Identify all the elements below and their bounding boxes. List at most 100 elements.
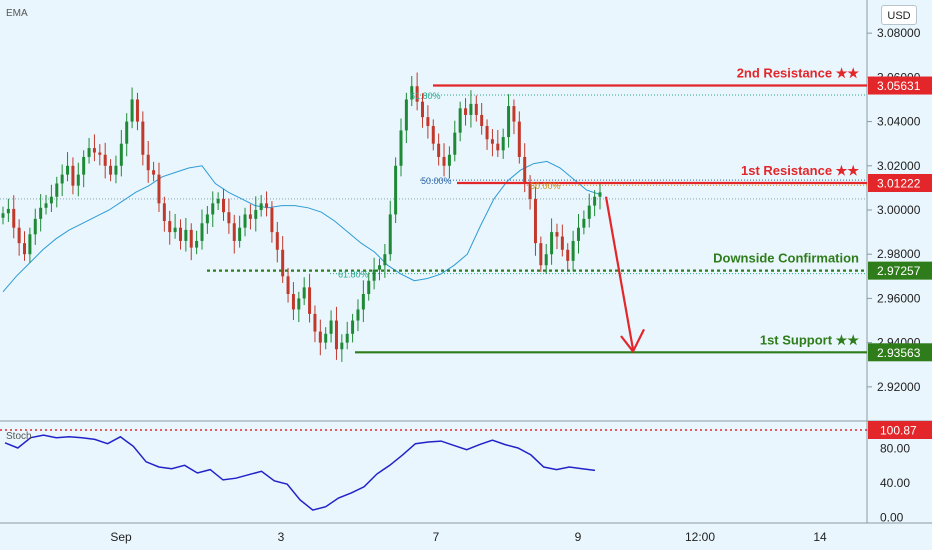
candle-body xyxy=(415,86,419,102)
candle-body xyxy=(49,196,53,204)
projection-arrowhead xyxy=(620,328,645,354)
candle-body xyxy=(281,249,285,277)
candle-body xyxy=(28,234,32,255)
candle-body xyxy=(372,269,376,281)
candle-body xyxy=(135,99,139,122)
level-price-text: 3.05631 xyxy=(877,79,921,93)
candle-body xyxy=(119,143,123,166)
candle-body xyxy=(313,313,317,332)
candle-body xyxy=(275,232,279,250)
level-label: 2nd Resistance ★★ xyxy=(737,66,860,81)
candle-body xyxy=(254,210,258,219)
price-tick-label: 2.92000 xyxy=(877,380,921,394)
candle-body xyxy=(367,280,371,294)
candle-body xyxy=(361,294,365,310)
price-tick-label: 2.96000 xyxy=(877,291,921,305)
fib-label: 61.80% xyxy=(338,270,369,280)
candle-body xyxy=(270,207,274,233)
candle-body xyxy=(496,143,500,151)
candle-body xyxy=(437,143,441,157)
level-label: Downside Confirmation xyxy=(713,251,859,266)
stoch-line xyxy=(4,434,596,511)
stoch-pane xyxy=(0,421,867,523)
fib-label: 61.80% xyxy=(410,91,441,101)
candle-body xyxy=(582,218,586,228)
candle-body xyxy=(23,243,27,255)
time-tick-label: 7 xyxy=(433,530,440,544)
candle-body xyxy=(474,103,478,115)
candle-body xyxy=(340,342,344,350)
candle-body xyxy=(114,165,118,175)
candle-body xyxy=(464,108,468,115)
candle-body xyxy=(377,265,381,270)
candle-body xyxy=(388,214,392,255)
candle-body xyxy=(265,203,269,208)
candle-body xyxy=(507,106,511,138)
candle-body xyxy=(162,203,166,222)
candle-body xyxy=(426,117,430,126)
price-pane xyxy=(0,0,867,420)
candle-body xyxy=(356,309,360,321)
candle-body xyxy=(39,207,43,219)
candle-body xyxy=(324,333,328,343)
candle-body xyxy=(205,214,209,224)
candle-body xyxy=(469,103,473,115)
candle-body xyxy=(125,121,129,144)
candle-body xyxy=(566,249,570,261)
candle-body xyxy=(442,156,446,166)
candle-body xyxy=(184,229,188,241)
candle-body xyxy=(66,165,70,175)
candle-body xyxy=(146,154,150,171)
candle-body xyxy=(560,236,564,250)
candle-body xyxy=(308,287,312,314)
time-tick-label: 9 xyxy=(575,530,582,544)
level-label: 1st Support ★★ xyxy=(760,332,859,347)
candle-body xyxy=(6,208,10,214)
candle-body xyxy=(98,152,102,155)
ema-line xyxy=(2,160,601,293)
candle-body xyxy=(216,198,220,204)
candle-body xyxy=(178,227,182,241)
candle-body xyxy=(248,214,252,219)
stoch-indicator-label[interactable]: Stoch xyxy=(6,431,32,442)
candle-body xyxy=(76,174,80,186)
candle-body xyxy=(189,229,193,248)
fib-label: 50.00% xyxy=(421,176,452,186)
price-tick-label: 3.00000 xyxy=(877,203,921,217)
candle-body xyxy=(291,294,295,310)
time-tick-label: 3 xyxy=(278,530,285,544)
candle-body xyxy=(480,114,484,126)
candle-body xyxy=(528,183,532,199)
stoch-tick-label: 0.00 xyxy=(880,511,904,525)
ema-indicator-label[interactable]: EMA xyxy=(6,8,28,19)
candle-body xyxy=(103,154,107,166)
candle-body xyxy=(329,320,333,334)
candle-body xyxy=(490,139,494,144)
candle-body xyxy=(399,130,403,166)
candle-body xyxy=(130,99,134,122)
candle-body xyxy=(211,203,215,215)
price-tick-label: 3.08000 xyxy=(877,26,921,40)
candle-body xyxy=(555,232,559,237)
candle-body xyxy=(517,121,521,157)
projection-arrow xyxy=(604,196,635,350)
time-tick-label: 14 xyxy=(813,530,827,544)
candle-body xyxy=(351,320,355,334)
candle-body xyxy=(544,254,548,266)
candle-body xyxy=(238,227,242,241)
candle-body xyxy=(571,240,575,261)
candle-body xyxy=(259,203,263,210)
candle-body xyxy=(152,170,156,175)
candle-body xyxy=(587,205,591,219)
candle-body xyxy=(33,218,37,235)
stoch-tick-label: 40.00 xyxy=(880,476,910,490)
candle-body xyxy=(523,156,527,184)
candle-body xyxy=(141,121,145,155)
price-tick-label: 3.02000 xyxy=(877,159,921,173)
candle-body xyxy=(576,227,580,241)
time-tick-label: Sep xyxy=(110,530,132,544)
level-price-text: 2.97257 xyxy=(877,264,921,278)
currency-button[interactable]: USD xyxy=(881,5,917,25)
